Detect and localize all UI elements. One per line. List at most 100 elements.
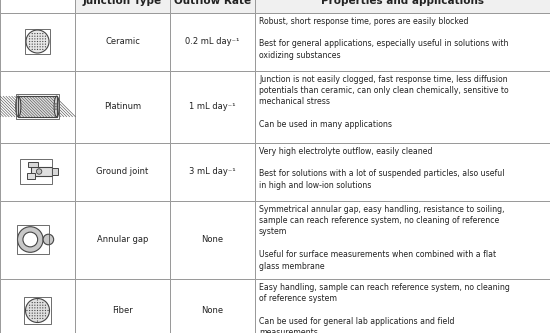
Circle shape: [40, 36, 41, 37]
Text: None: None: [201, 235, 223, 244]
Bar: [75, 0, 170, 13]
Text: 0.2 mL day⁻¹: 0.2 mL day⁻¹: [185, 37, 240, 46]
Circle shape: [55, 106, 56, 107]
Circle shape: [31, 41, 33, 42]
Bar: [255, 0, 550, 13]
Circle shape: [37, 312, 38, 314]
Bar: [170, 71, 255, 143]
Circle shape: [40, 318, 41, 319]
Bar: [75, 71, 170, 143]
Circle shape: [45, 41, 46, 42]
Circle shape: [42, 302, 43, 303]
Circle shape: [18, 227, 43, 252]
Circle shape: [37, 46, 38, 47]
Circle shape: [37, 38, 38, 40]
Circle shape: [29, 38, 30, 40]
Circle shape: [29, 36, 30, 37]
Bar: [18, 96, 57, 117]
Text: Ceramic: Ceramic: [105, 37, 140, 46]
Circle shape: [37, 33, 38, 34]
Circle shape: [57, 108, 58, 109]
Circle shape: [56, 108, 57, 109]
Bar: [170, 278, 255, 333]
Circle shape: [37, 310, 38, 311]
Circle shape: [31, 46, 33, 47]
Bar: [25, 29, 50, 54]
Circle shape: [40, 33, 41, 34]
Circle shape: [47, 310, 49, 311]
Circle shape: [34, 44, 36, 45]
Circle shape: [42, 310, 43, 311]
Circle shape: [31, 38, 33, 40]
Circle shape: [57, 106, 58, 107]
Bar: [0, 200, 75, 278]
Circle shape: [29, 307, 30, 308]
Circle shape: [37, 318, 38, 319]
Circle shape: [42, 38, 43, 40]
Circle shape: [42, 44, 43, 45]
Circle shape: [37, 307, 38, 308]
Bar: [170, 200, 255, 278]
Circle shape: [45, 305, 46, 306]
Circle shape: [31, 302, 33, 303]
Circle shape: [45, 312, 46, 314]
Circle shape: [31, 36, 33, 37]
Circle shape: [42, 315, 43, 316]
Circle shape: [34, 33, 36, 34]
Text: 3 mL day⁻¹: 3 mL day⁻¹: [189, 167, 236, 176]
Circle shape: [29, 41, 30, 42]
Circle shape: [25, 298, 50, 322]
Circle shape: [43, 234, 54, 245]
Bar: [0, 71, 75, 143]
Circle shape: [31, 310, 33, 311]
Circle shape: [40, 305, 41, 306]
Circle shape: [40, 49, 41, 50]
Bar: [52, 168, 58, 174]
Circle shape: [40, 38, 41, 40]
Circle shape: [34, 38, 36, 40]
Bar: [0, 278, 75, 333]
Circle shape: [42, 36, 43, 37]
Circle shape: [34, 302, 36, 303]
Bar: [28, 172, 35, 179]
Circle shape: [42, 318, 43, 319]
Circle shape: [29, 315, 30, 316]
Circle shape: [34, 307, 36, 308]
Circle shape: [40, 310, 41, 311]
Text: Symmetrical annular gap, easy handling, resistance to soiling,
sample can reach : Symmetrical annular gap, easy handling, …: [259, 204, 504, 271]
Circle shape: [45, 315, 46, 316]
Circle shape: [31, 49, 33, 50]
Circle shape: [34, 49, 36, 50]
Text: Platinum: Platinum: [104, 102, 141, 111]
Bar: [170, 13, 255, 71]
Circle shape: [37, 299, 38, 301]
Bar: [16, 94, 59, 119]
Circle shape: [34, 46, 36, 47]
Circle shape: [42, 46, 43, 47]
Bar: [0, 13, 75, 71]
Circle shape: [56, 103, 57, 104]
Bar: [75, 278, 170, 333]
Bar: [31, 167, 52, 176]
Text: 1 mL day⁻¹: 1 mL day⁻¹: [189, 102, 236, 111]
Bar: [18, 96, 57, 117]
Circle shape: [31, 305, 33, 306]
Bar: [0, 143, 75, 200]
Bar: [75, 143, 170, 200]
Circle shape: [40, 315, 41, 316]
Bar: [75, 200, 170, 278]
Circle shape: [37, 315, 38, 316]
Bar: [0, 0, 75, 13]
Text: Properties and applications: Properties and applications: [321, 0, 484, 7]
Text: Ground joint: Ground joint: [96, 167, 148, 176]
Bar: [170, 143, 255, 200]
Circle shape: [42, 41, 43, 42]
Ellipse shape: [16, 96, 21, 117]
Circle shape: [37, 36, 38, 37]
Circle shape: [26, 310, 28, 311]
Circle shape: [42, 305, 43, 306]
Circle shape: [36, 169, 42, 174]
Bar: [24, 297, 51, 324]
Bar: [255, 200, 550, 278]
Circle shape: [42, 307, 43, 308]
